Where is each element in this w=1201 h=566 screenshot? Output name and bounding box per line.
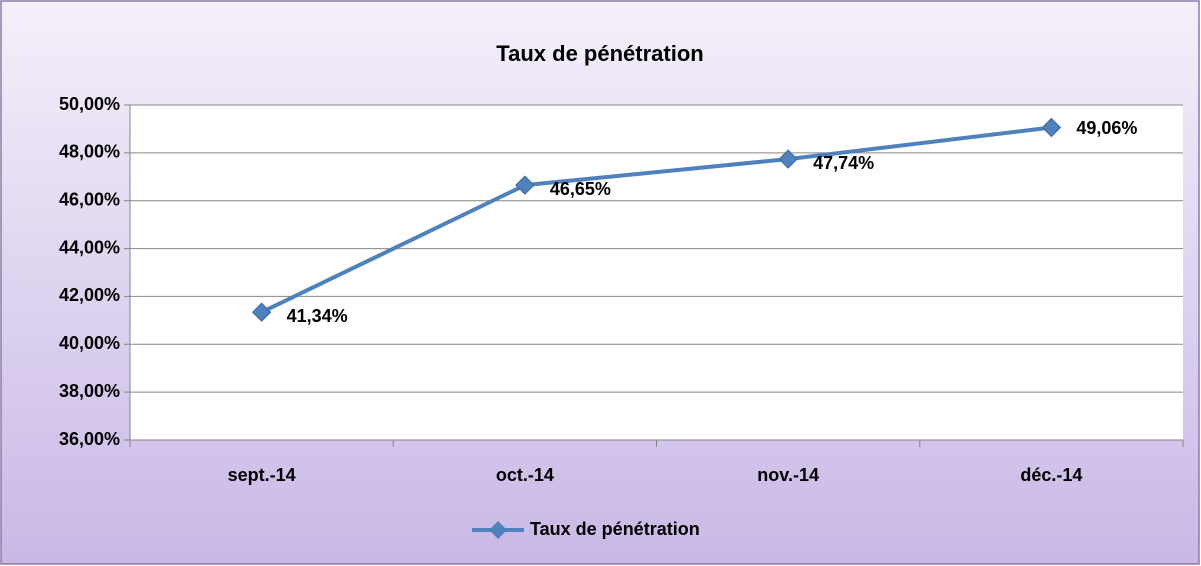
- chart-title: Taux de pénétration: [496, 41, 703, 66]
- data-label: 46,65%: [550, 179, 611, 199]
- data-marker: [1041, 117, 1062, 138]
- data-line: [260, 125, 1052, 315]
- data-label: 41,34%: [287, 306, 348, 326]
- y-tick-label: 48,00%: [59, 142, 120, 162]
- y-tick-label: 40,00%: [59, 333, 120, 353]
- data-marker: [251, 302, 272, 322]
- legend-marker: [489, 521, 507, 539]
- y-tick-label: 44,00%: [59, 237, 120, 257]
- y-tick-label: 36,00%: [59, 429, 120, 449]
- data-marker: [778, 149, 798, 169]
- x-tick-label: sept.-14: [228, 465, 296, 485]
- x-tick-label: nov.-14: [757, 465, 819, 485]
- x-tick-label: oct.-14: [496, 465, 554, 485]
- y-tick-label: 50,00%: [59, 94, 120, 114]
- y-tick-label: 42,00%: [59, 285, 120, 305]
- y-tick-label: 46,00%: [59, 189, 120, 209]
- data-marker: [515, 175, 535, 195]
- y-tick-label: 38,00%: [59, 381, 120, 401]
- data-label: 47,74%: [813, 153, 874, 173]
- plot-area: [130, 105, 1183, 440]
- data-label: 49,06%: [1076, 118, 1137, 138]
- x-tick-label: déc.-14: [1020, 465, 1082, 485]
- legend-label: Taux de pénétration: [530, 519, 700, 539]
